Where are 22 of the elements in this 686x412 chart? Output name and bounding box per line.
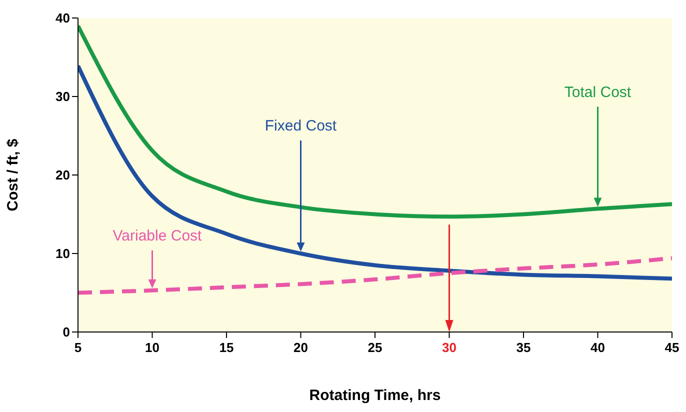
text: Total Cost xyxy=(564,84,632,101)
y-axis-title: Cost / ft, $ xyxy=(4,138,22,212)
y-tick-label: 10 xyxy=(56,246,70,262)
text: Variable Cost xyxy=(112,227,203,244)
line-series xyxy=(78,24,672,219)
x-tick-label: 15 xyxy=(219,340,234,355)
x-tick-label: 5 xyxy=(74,340,82,355)
y-tick-label: 20 xyxy=(56,168,70,183)
y-tick-label: 0 xyxy=(62,324,70,340)
x-tick-label: 20 xyxy=(294,340,308,355)
x-tick-label: 40 xyxy=(590,340,605,355)
line-series xyxy=(78,256,672,295)
line-series xyxy=(78,64,672,281)
x-tick-label: 45 xyxy=(664,340,680,355)
x-tick-label: 30 xyxy=(442,340,456,355)
y-tick-label: 40 xyxy=(56,10,70,26)
x-tick-label: 10 xyxy=(145,340,160,355)
x-tick-label: 25 xyxy=(368,340,382,355)
x-axis-title: Rotating Time, hrs xyxy=(309,387,441,404)
x-tick-label: 35 xyxy=(516,340,531,355)
text: Fixed Cost xyxy=(264,118,338,134)
y-tick-label: 30 xyxy=(56,89,70,104)
